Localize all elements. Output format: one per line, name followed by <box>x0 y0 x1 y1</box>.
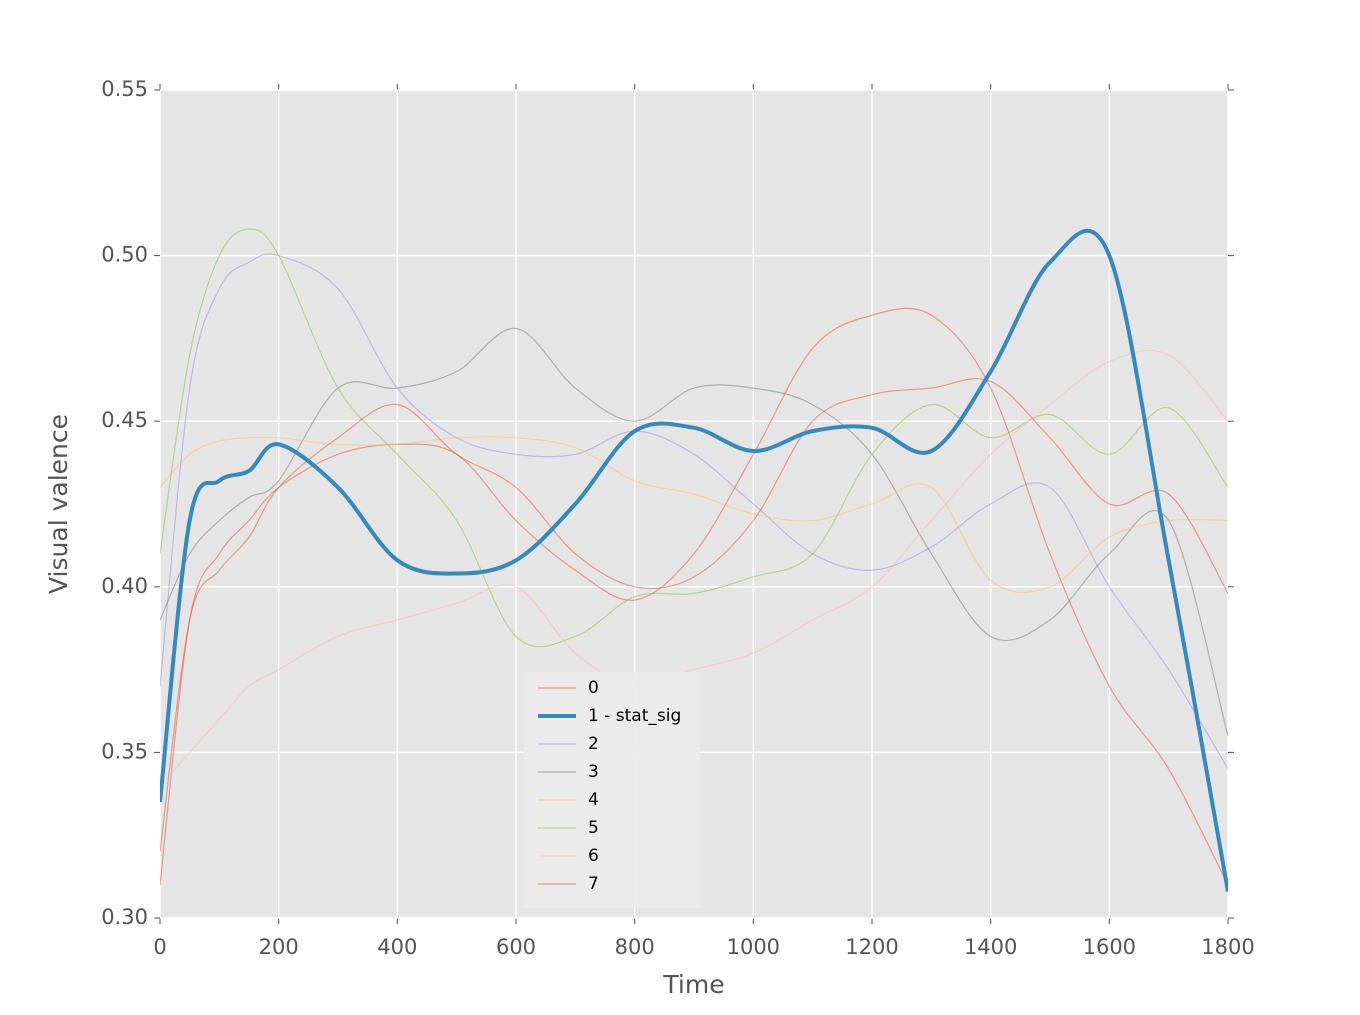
x-axis-label: Time <box>662 970 724 999</box>
x-tick-label: 200 <box>259 935 299 959</box>
x-tick-label: 1000 <box>727 935 780 959</box>
legend: 0 1 - stat_sig 2 3 4 5 6 7 <box>524 672 700 908</box>
series-line <box>160 436 1228 594</box>
series-line <box>160 307 1228 886</box>
legend-label: 2 <box>588 734 599 754</box>
y-tick-label: 0.45 <box>101 408 148 432</box>
x-tick-label: 400 <box>377 935 417 959</box>
legend-label: 0 <box>588 678 599 698</box>
series-line <box>160 327 1228 736</box>
legend-label: 7 <box>588 874 599 894</box>
series-line <box>160 228 1228 648</box>
y-axis-label: Visual valence <box>44 414 73 594</box>
y-tick-label: 0.55 <box>101 77 148 101</box>
y-tick-label: 0.40 <box>101 574 148 598</box>
x-tick-label: 1600 <box>1083 935 1136 959</box>
x-tick-label: 800 <box>615 935 655 959</box>
x-tick-label: 1800 <box>1201 935 1254 959</box>
legend-box <box>524 672 700 908</box>
series-line <box>160 228 1228 892</box>
series-line <box>160 378 1228 852</box>
legend-label: 4 <box>588 790 599 810</box>
x-tick-label: 0 <box>153 935 166 959</box>
y-tick-label: 0.50 <box>101 243 148 267</box>
y-tick-label: 0.35 <box>101 739 148 763</box>
legend-label: 6 <box>588 846 599 866</box>
x-tick-label: 1400 <box>964 935 1017 959</box>
x-tick-label: 1200 <box>845 935 898 959</box>
legend-label: 3 <box>588 762 599 782</box>
y-tick-label: 0.30 <box>101 905 148 929</box>
legend-label: 1 - stat_sig <box>588 706 681 726</box>
x-tick-label: 600 <box>496 935 536 959</box>
legend-label: 5 <box>588 818 599 838</box>
series-line <box>160 253 1228 770</box>
